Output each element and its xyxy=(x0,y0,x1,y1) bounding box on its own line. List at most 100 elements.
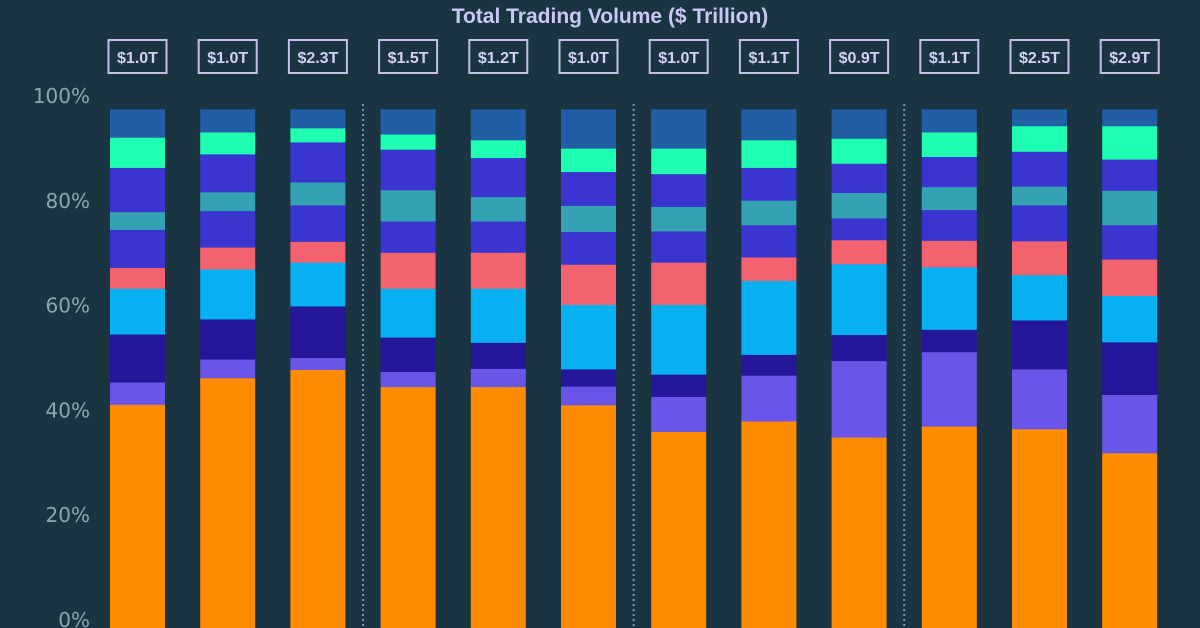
bar-segment xyxy=(380,252,436,289)
bar-segment xyxy=(200,109,256,133)
bar-segment xyxy=(1102,259,1158,297)
bar-segment xyxy=(470,252,526,289)
bar-segment xyxy=(470,288,526,343)
bar-segment xyxy=(921,240,977,268)
bar-segment xyxy=(200,247,256,270)
bar-segment xyxy=(470,157,526,198)
bar-segment xyxy=(200,319,256,360)
total-label-text: $1.5T xyxy=(388,50,429,67)
bar-segment xyxy=(561,205,616,232)
bar-segment xyxy=(561,264,616,305)
bar-segment xyxy=(831,218,887,241)
bar-segment xyxy=(200,192,256,212)
bar-segment xyxy=(1102,125,1158,160)
total-label-box xyxy=(378,39,439,74)
bar-stack xyxy=(741,109,797,628)
y-tick-label: 100% xyxy=(33,84,90,108)
bar-segment xyxy=(1102,295,1158,343)
total-label-box xyxy=(468,39,529,74)
total-label-box xyxy=(197,39,258,74)
bar-segment xyxy=(651,173,707,207)
bar-segment xyxy=(380,371,436,388)
bar-segment xyxy=(470,386,526,628)
bar-segment xyxy=(741,140,797,168)
total-label: $2.3T xyxy=(287,39,348,74)
bar-segment xyxy=(110,211,165,230)
bar-segment xyxy=(200,154,256,193)
total-label-box xyxy=(558,39,619,74)
bar-stack xyxy=(1012,109,1067,628)
bar-segment xyxy=(831,163,887,193)
bar-segment xyxy=(651,262,707,305)
bar-segment xyxy=(290,109,346,129)
total-label-text: $1.0T xyxy=(568,50,609,67)
bar-segment xyxy=(561,231,616,265)
bar-segment xyxy=(380,288,436,338)
bar-segment xyxy=(110,229,165,268)
bar-segment xyxy=(921,329,977,353)
total-label: $1.1T xyxy=(738,39,799,74)
bar-segment xyxy=(741,257,797,281)
total-label: $1.2T xyxy=(468,39,529,74)
bar-segment xyxy=(290,128,346,143)
bar-stack xyxy=(470,109,526,628)
total-label: $2.9T xyxy=(1099,39,1160,74)
bar-segment xyxy=(651,396,707,432)
bar-segment xyxy=(380,337,436,373)
total-label-text: $2.9T xyxy=(1109,50,1150,67)
bar-stack xyxy=(921,109,977,628)
total-label-text: $2.5T xyxy=(1019,50,1060,67)
bar-segment xyxy=(921,156,977,188)
bar-segment xyxy=(1012,274,1067,321)
bar-segment xyxy=(290,357,346,370)
total-label: $2.5T xyxy=(1009,39,1070,74)
bar-segment xyxy=(741,280,797,355)
bar-segment xyxy=(1012,241,1067,276)
bar-segment xyxy=(651,304,707,375)
total-label: $1.1T xyxy=(919,39,980,74)
total-label: $0.9T xyxy=(829,39,890,74)
bar-segment xyxy=(561,369,616,387)
total-label-text: $1.0T xyxy=(658,50,699,67)
bar-segment xyxy=(831,240,887,265)
bar-segment xyxy=(831,109,887,139)
bar-segment xyxy=(200,210,256,248)
bar-segment xyxy=(290,205,346,242)
bar-segment xyxy=(561,405,616,628)
bar-stack xyxy=(651,109,707,628)
bar-segment xyxy=(470,221,526,253)
bar-segment xyxy=(200,377,256,628)
bar-segment xyxy=(470,368,526,388)
bar-segment xyxy=(380,386,436,628)
y-tick-label: 80% xyxy=(46,189,90,213)
bar-segment xyxy=(561,109,616,149)
bar-segment xyxy=(831,263,887,336)
total-label-text: $1.1T xyxy=(748,50,789,67)
bar-segment xyxy=(1102,394,1158,454)
bar-segment xyxy=(110,167,165,213)
bar-segment xyxy=(561,171,616,206)
bar-segment xyxy=(470,109,526,141)
total-label-box xyxy=(287,39,348,74)
bar-stack xyxy=(290,109,346,628)
bar-segment xyxy=(1012,429,1067,628)
bar-segment xyxy=(290,241,346,263)
chart-title: Total Trading Volume ($ Trillion) xyxy=(452,5,769,28)
total-label-text: $1.0T xyxy=(207,50,248,67)
total-label-box xyxy=(648,39,709,74)
bar-segment xyxy=(921,109,977,133)
bar-segment xyxy=(741,354,797,376)
bar-segment xyxy=(741,375,797,422)
group-dividers xyxy=(362,104,906,628)
bar-stack xyxy=(200,109,256,628)
bar-segment xyxy=(380,109,436,135)
bar-segment xyxy=(921,267,977,330)
bar-segment xyxy=(1102,159,1158,191)
bar-stack xyxy=(831,109,887,628)
y-tick-label: 40% xyxy=(46,398,90,422)
bar-segment xyxy=(741,421,797,628)
total-label: $1.5T xyxy=(378,39,439,74)
bar-segment xyxy=(1012,109,1067,127)
total-label: $1.0T xyxy=(197,39,258,74)
